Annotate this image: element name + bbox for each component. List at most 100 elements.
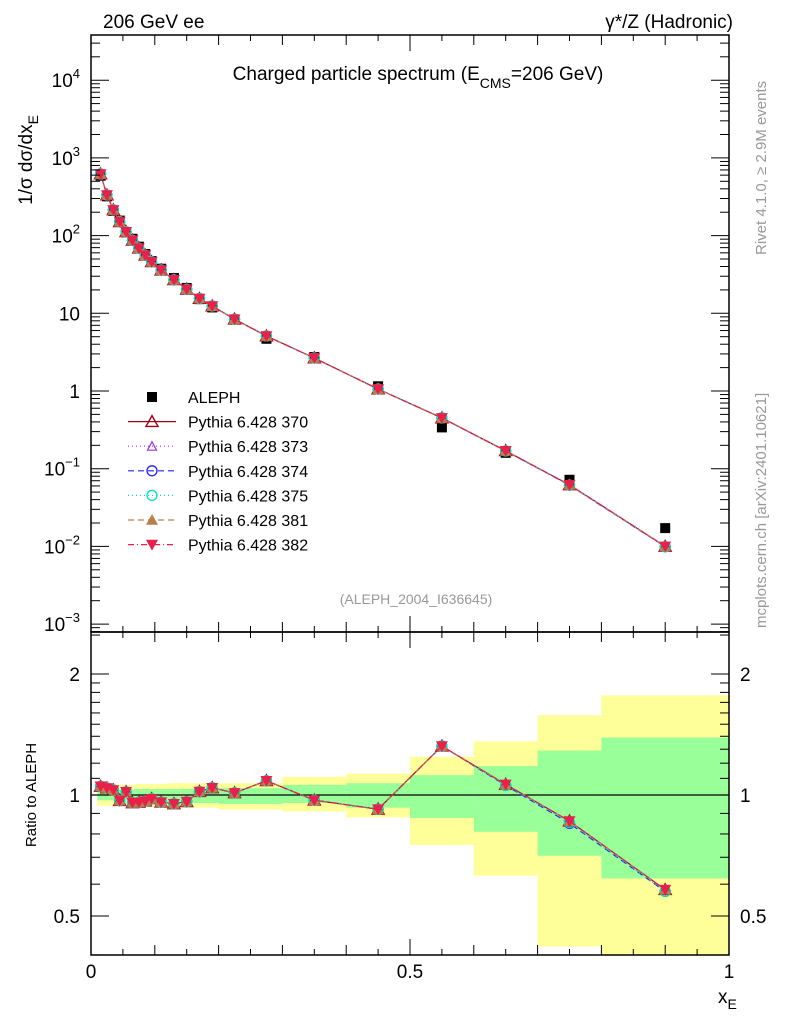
- legend-entry: Pythia 6.428 375: [128, 488, 308, 505]
- marker-triangle-down: [167, 274, 180, 286]
- y-tick-label-base: 10: [44, 460, 65, 481]
- marker-triangle-down: [563, 480, 576, 491]
- ratio-tick-label-right: 2: [740, 665, 751, 686]
- marker-triangle-down: [372, 804, 385, 816]
- ratio-band-inner: [601, 737, 729, 879]
- ratio-tick-label-left: 0.5: [54, 907, 80, 928]
- marker-triangle-down: [659, 884, 672, 896]
- marker-square: [436, 422, 447, 433]
- series-line: [99, 173, 666, 547]
- ratio-tick-label-left: 1: [69, 786, 80, 807]
- legend-entry: Pythia 6.428 382: [128, 538, 308, 555]
- marker-triangle-down: [193, 293, 206, 305]
- series-line: [99, 173, 666, 547]
- y-tick-label-exp: 2: [73, 222, 80, 237]
- series-line: [99, 173, 666, 547]
- marker-triangle-small: [146, 440, 158, 451]
- marker-triangle-down: [120, 226, 133, 238]
- y-tick-label-base: 10: [59, 304, 80, 325]
- y-tick-label: 102: [52, 222, 80, 248]
- marker-triangle-down: [659, 541, 672, 553]
- marker-triangle-down: [107, 205, 120, 216]
- legend: ALEPH Pythia 6.428 370 Pythia 6.428 373 Pyt…: [128, 390, 308, 555]
- marker-triangle-down: [107, 785, 120, 797]
- marker-circle: [146, 465, 158, 477]
- marker-triangle: [144, 414, 160, 428]
- y-tick-label-exp: 4: [73, 66, 80, 81]
- y-tick-label-exp: −3: [65, 610, 80, 625]
- y-axis-label-sub: E: [25, 115, 41, 124]
- ratio-axis-label: Ratio to ALEPH: [23, 743, 40, 847]
- main-frame: [90, 34, 730, 633]
- marker-triangle-down: [260, 775, 273, 787]
- y-tick-label-base: 10: [52, 71, 73, 92]
- ratio-band-inner: [250, 788, 283, 804]
- legend-label: Pythia 6.428 382: [188, 538, 308, 555]
- x-tick-label: 1: [724, 962, 735, 983]
- marker-triangle-down: [113, 216, 126, 228]
- marker-triangle-down: [145, 793, 158, 805]
- y-tick-label: 10−3: [44, 610, 80, 636]
- marker-triangle-down: [499, 445, 512, 457]
- y-tick-label-exp: 3: [73, 144, 80, 159]
- y-tick-label: 104: [52, 66, 80, 92]
- y-axis-label-main: 1/σ dσ/dx: [16, 124, 37, 205]
- y-tick-label-base: 1: [69, 382, 80, 403]
- y-tick-label: 10−1: [44, 455, 80, 481]
- marker-triangle-down: [308, 353, 321, 364]
- ratio-tick-label-left: 2: [69, 665, 80, 686]
- y-tick-label: 10: [59, 304, 80, 325]
- y-tick-label: 10−2: [44, 532, 80, 558]
- plot-title: Charged particle spectrum (ECMS=206 GeV): [233, 64, 604, 91]
- series-aleph: [95, 170, 671, 534]
- marker-triangle-down: [206, 301, 219, 313]
- series-382: [94, 169, 672, 896]
- rivet-version-text: Rivet 4.1.0, ≥ 2.9M events: [753, 81, 770, 255]
- marker-triangle-down: [113, 795, 126, 807]
- marker-triangle-down: [139, 250, 152, 262]
- ratio-tick-label-right: 1: [740, 786, 751, 807]
- legend-label: Pythia 6.428 375: [188, 488, 308, 505]
- y-axis-label: 1/σ dσ/dxE: [16, 115, 41, 205]
- plot-title-sub: CMS: [480, 75, 511, 91]
- marker-square: [147, 392, 157, 402]
- y-tick-label-exp: −1: [65, 455, 80, 470]
- marker-circle: [146, 489, 158, 502]
- legend-label: Pythia 6.428 374: [188, 464, 308, 481]
- marker-triangle-down: [499, 779, 512, 791]
- header-right: γ*/Z (Hadronic): [605, 12, 733, 33]
- ratio-bands: [91, 695, 729, 955]
- marker-triangle-down: [155, 265, 168, 277]
- ratio-band-inner: [537, 750, 602, 856]
- marker-triangle-down: [94, 169, 107, 181]
- header-left: 206 GeV ee: [103, 12, 204, 33]
- ratio-band-inner: [473, 766, 538, 832]
- data-marks: [93, 166, 673, 898]
- marker-triangle-down: [146, 539, 158, 551]
- marker-triangle-down: [139, 796, 152, 808]
- marker-triangle-down: [132, 243, 145, 255]
- marker-triangle-down: [167, 799, 180, 810]
- marker-triangle-down: [228, 788, 241, 799]
- series-line: [99, 173, 666, 548]
- y-tick-label-base: 10: [44, 537, 65, 558]
- legend-label: Pythia 6.428 373: [188, 439, 308, 456]
- legend-entry: Pythia 6.428 373: [128, 439, 308, 456]
- marker-triangle-down: [206, 783, 219, 794]
- marker-triangle-filled: [146, 514, 158, 525]
- legend-label: ALEPH: [188, 390, 240, 407]
- x-axis-label-main: x: [718, 987, 728, 1008]
- legend-entry: Pythia 6.428 381: [128, 513, 308, 530]
- y-tick-label-exp: −2: [65, 532, 80, 547]
- marker-triangle-down: [100, 190, 113, 202]
- plot-title-tail: =206 GeV): [511, 64, 603, 85]
- plot-title-main: Charged particle spectrum (E: [233, 64, 480, 85]
- y-tick-label: 103: [52, 144, 80, 170]
- x-tick-label: 0.5: [397, 962, 423, 983]
- marker-triangle-down: [260, 331, 273, 343]
- marker-triangle-down: [372, 384, 385, 396]
- marker-triangle-down: [126, 235, 139, 247]
- legend-label: Pythia 6.428 370: [188, 415, 308, 432]
- y-tick-label-base: 10: [52, 149, 73, 170]
